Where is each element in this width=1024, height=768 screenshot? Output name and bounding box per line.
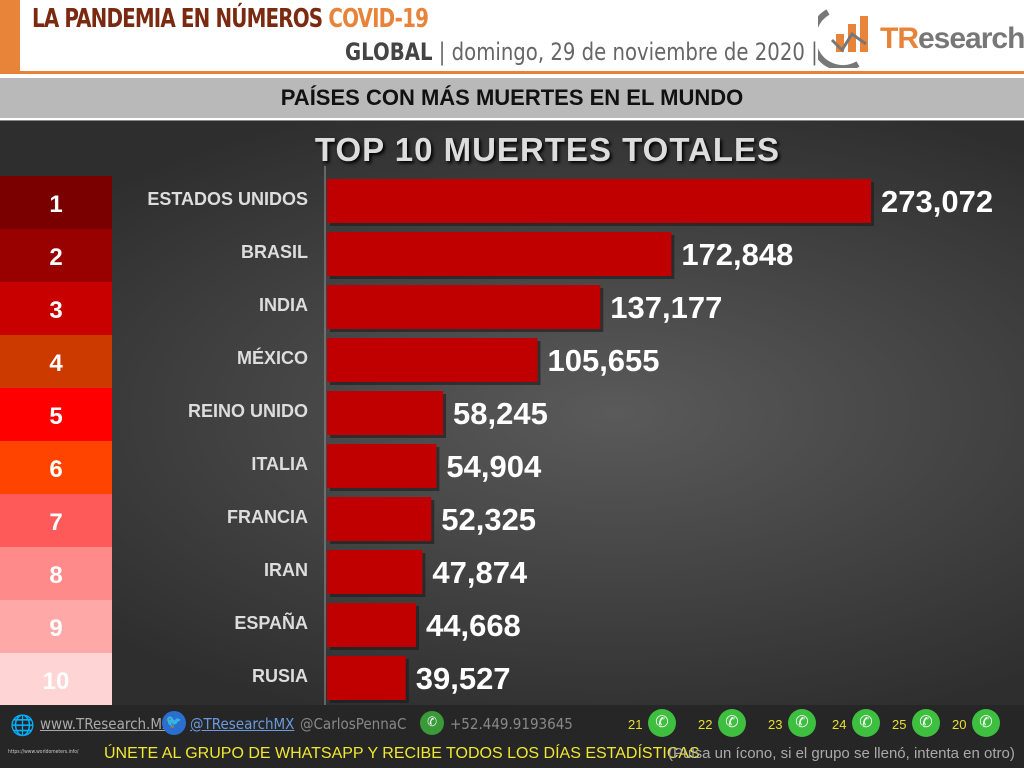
whatsapp-icon[interactable]: ✆ bbox=[972, 709, 1000, 737]
rank-cell bbox=[0, 547, 112, 600]
rank-label: 1 bbox=[49, 191, 62, 218]
category-label: ESPAÑA bbox=[234, 612, 308, 633]
tresearch-logo: TResearch bbox=[809, 4, 1024, 71]
bar bbox=[327, 232, 672, 276]
rank-cell bbox=[0, 229, 112, 282]
header: LA PANDEMIA EN NÚMEROS COVID-19 GLOBAL |… bbox=[0, 0, 1024, 74]
value-label: 47,874 bbox=[432, 555, 528, 590]
title-main: LA PANDEMIA EN NÚMEROS bbox=[32, 4, 323, 34]
value-label: 137,177 bbox=[610, 290, 722, 325]
group-number: 24 bbox=[832, 717, 847, 732]
chart-title: TOP 10 MUERTES TOTALES bbox=[314, 131, 781, 168]
bar bbox=[327, 656, 406, 700]
bar bbox=[327, 497, 432, 541]
category-label: RUSIA bbox=[252, 666, 308, 686]
title-accent: COVID-19 bbox=[328, 4, 429, 34]
rank-cell bbox=[0, 176, 112, 229]
twitter-link[interactable]: @TResearchMX bbox=[190, 715, 295, 733]
subtitle-band: PAÍSES CON MÁS MUERTES EN EL MUNDO bbox=[0, 78, 1024, 118]
bar bbox=[327, 391, 444, 435]
whatsapp-icon[interactable]: ✆ bbox=[788, 709, 816, 737]
value-label: 172,848 bbox=[681, 237, 793, 272]
category-label: IRAN bbox=[264, 560, 308, 580]
group-number: 21 bbox=[628, 717, 643, 732]
rank-cell bbox=[0, 494, 112, 547]
cta-note: (Pulsa un ícono, si el grupo se llenó, i… bbox=[668, 745, 1015, 762]
value-label: 44,668 bbox=[426, 608, 521, 643]
value-label: 54,904 bbox=[446, 449, 542, 484]
category-label: MÉXICO bbox=[237, 347, 308, 368]
rank-cell bbox=[0, 441, 112, 494]
whatsapp-icon[interactable]: ✆ bbox=[648, 709, 676, 737]
website-link[interactable]: www.TResearch.Mx bbox=[40, 715, 170, 733]
bar bbox=[327, 338, 538, 382]
group-number: 23 bbox=[768, 717, 783, 732]
rank-label: 2 bbox=[49, 244, 62, 271]
source-link[interactable]: https://www.worldometers.info/ bbox=[8, 749, 79, 755]
rank-cell bbox=[0, 653, 112, 706]
group-number: 25 bbox=[892, 717, 907, 732]
scope: GLOBAL bbox=[345, 38, 433, 66]
category-label: ITALIA bbox=[251, 454, 308, 474]
phone-icon: ✆ bbox=[420, 711, 444, 735]
bar-chart: 1 ESTADOS UNIDOS 273,072 2 BRASIL 172,848 3 IND… bbox=[0, 166, 993, 706]
category-label: FRANCIA bbox=[227, 507, 308, 527]
twitter-icon: 🐦 bbox=[162, 711, 186, 735]
whatsapp-icon[interactable]: ✆ bbox=[718, 709, 746, 737]
category-label: INDIA bbox=[259, 295, 308, 315]
bar bbox=[327, 444, 437, 488]
rank-label: 5 bbox=[49, 403, 62, 430]
cta-text: ÚNETE AL GRUPO DE WHATSAPP Y RECIBE TODO… bbox=[104, 745, 700, 762]
group-number: 22 bbox=[698, 717, 713, 732]
bar bbox=[327, 179, 871, 223]
personal-handle: @CarlosPennaC bbox=[300, 715, 407, 733]
whatsapp-icon[interactable]: ✆ bbox=[912, 709, 940, 737]
rank-label: 6 bbox=[49, 456, 62, 483]
phone-number: +52.449.9193645 bbox=[450, 715, 573, 733]
bar bbox=[327, 550, 423, 594]
footer: 🌐 www.TResearch.Mx 🐦 @TResearchMX @Carlo… bbox=[0, 705, 1024, 768]
rank-label: 3 bbox=[49, 297, 62, 324]
value-label: 273,072 bbox=[881, 184, 993, 219]
rank-label: 8 bbox=[49, 562, 62, 589]
date-line: GLOBAL | domingo, 29 de noviembre de 202… bbox=[345, 38, 818, 66]
category-label: ESTADOS UNIDOS bbox=[147, 189, 308, 209]
category-label: REINO UNIDO bbox=[188, 401, 308, 421]
bar bbox=[327, 603, 416, 647]
rank-cell bbox=[0, 388, 112, 441]
rank-label: 9 bbox=[49, 615, 62, 642]
value-label: 105,655 bbox=[547, 343, 659, 378]
globe-icon: 🌐 bbox=[10, 713, 35, 737]
rank-cell bbox=[0, 282, 112, 335]
category-label: BRASIL bbox=[241, 242, 308, 262]
rank-label: 4 bbox=[49, 350, 63, 377]
group-number: 20 bbox=[952, 717, 967, 732]
value-label: 52,325 bbox=[441, 502, 536, 537]
value-label: 58,245 bbox=[453, 396, 548, 431]
value-label: 39,527 bbox=[416, 661, 511, 696]
date: domingo, 29 de noviembre de 2020 bbox=[451, 38, 805, 66]
rank-cell bbox=[0, 600, 112, 653]
accent-bar bbox=[0, 0, 20, 74]
bar bbox=[327, 285, 601, 329]
page-title: LA PANDEMIA EN NÚMEROS COVID-19 bbox=[32, 4, 429, 34]
logo-icon bbox=[809, 9, 868, 71]
chart-area: TOP 10 MUERTES TOTALES 1 ESTADOS UNIDOS 27… bbox=[0, 120, 1024, 706]
whatsapp-icon[interactable]: ✆ bbox=[852, 709, 880, 737]
rank-label: 7 bbox=[49, 509, 62, 536]
rank-cell bbox=[0, 335, 112, 388]
rank-label: 10 bbox=[43, 668, 70, 695]
